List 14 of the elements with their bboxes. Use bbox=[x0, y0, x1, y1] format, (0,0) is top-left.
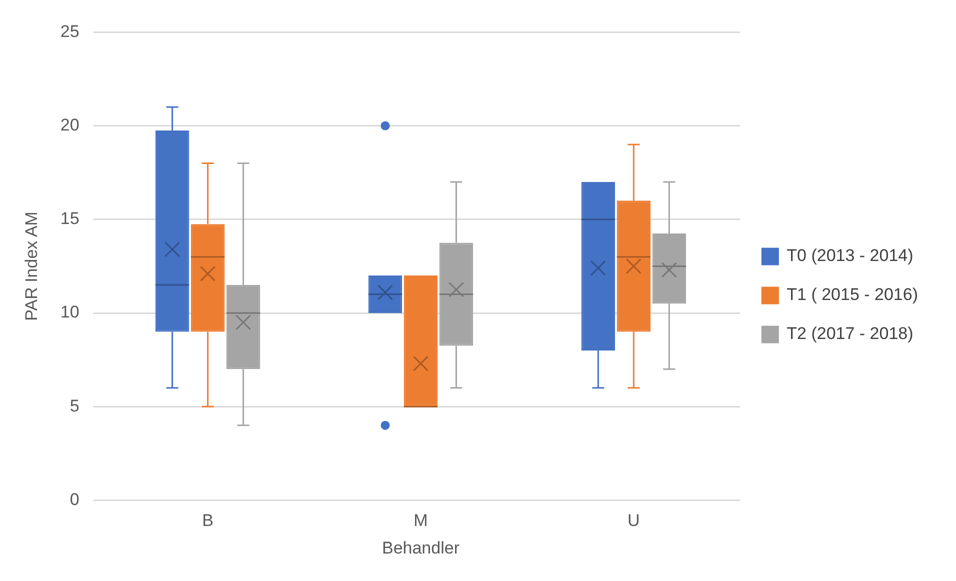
x-tick-label: B bbox=[202, 511, 214, 530]
y-tick-label: 15 bbox=[60, 209, 80, 228]
legend-label: T2 (2017 - 2018) bbox=[786, 324, 914, 344]
y-tick-label: 5 bbox=[70, 396, 80, 416]
legend-label: T0 (2013 - 2014) bbox=[786, 246, 914, 266]
y-tick-label: 10 bbox=[60, 302, 80, 322]
legend-label: T1 ( 2015 - 2016) bbox=[786, 285, 918, 304]
x-tick-label: U bbox=[628, 511, 640, 530]
y-axis-title: PAR Index AM bbox=[22, 212, 41, 321]
y-tick-label: 20 bbox=[60, 115, 80, 134]
x-tick-label: M bbox=[414, 511, 428, 530]
y-tick-label: 0 bbox=[70, 490, 80, 509]
y-tick-label: 25 bbox=[60, 22, 80, 41]
x-axis-title: Behandler bbox=[382, 538, 460, 558]
